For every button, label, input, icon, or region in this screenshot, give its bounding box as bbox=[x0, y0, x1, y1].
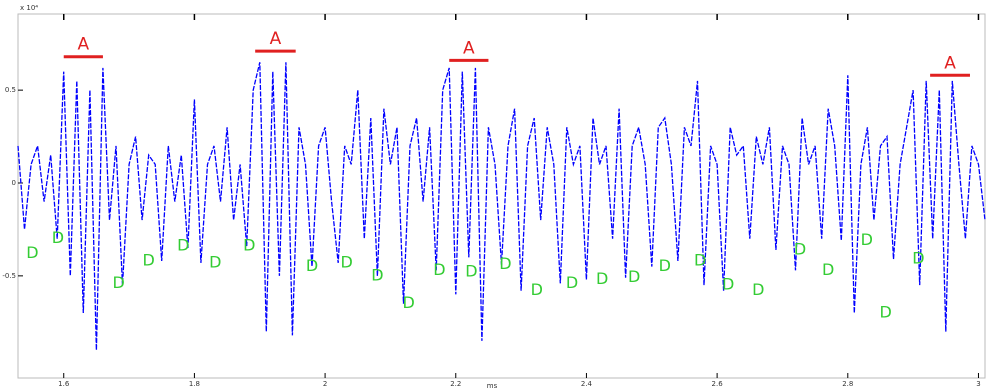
annotation-label: D bbox=[112, 273, 124, 292]
annotation-label: D bbox=[628, 267, 640, 286]
y-tick-label: -0.5 bbox=[2, 272, 16, 280]
x-tick-label: 2.4 bbox=[581, 380, 593, 388]
annotation-label: D bbox=[243, 236, 255, 255]
annotation-label: D bbox=[531, 280, 543, 299]
annotation-label: D bbox=[177, 236, 189, 255]
annotation-label: A bbox=[463, 38, 475, 58]
annotation-label: A bbox=[270, 29, 282, 49]
signal-line bbox=[17, 62, 986, 351]
plot-frame bbox=[17, 13, 986, 379]
annotation-label: D bbox=[52, 228, 64, 247]
x-axis-label: ms bbox=[487, 382, 498, 390]
annotation-label: D bbox=[659, 256, 671, 275]
annotation-label: D bbox=[433, 260, 445, 279]
annotation-label: D bbox=[465, 262, 477, 281]
x-tick-label: 1.6 bbox=[58, 380, 70, 388]
annotation-label: D bbox=[722, 275, 734, 294]
annotation-label: D bbox=[880, 303, 892, 322]
annotation-label: D bbox=[861, 230, 873, 249]
annotation-label: D bbox=[566, 273, 578, 292]
annotation-label: D bbox=[209, 252, 221, 271]
x-tick-label: 1.8 bbox=[189, 380, 200, 388]
annotation-label: D bbox=[822, 260, 834, 279]
annotation-label: D bbox=[26, 243, 38, 262]
annotation-label: D bbox=[912, 249, 924, 268]
annotation-label: D bbox=[403, 293, 415, 312]
annotation-label: D bbox=[306, 256, 318, 275]
annotation-label: D bbox=[694, 251, 706, 270]
y-tick-label: 0.5 bbox=[5, 86, 16, 94]
y-multiplier: x 10⁴ bbox=[20, 4, 38, 12]
x-tick-label: 3 bbox=[976, 380, 980, 388]
annotation-label: D bbox=[794, 239, 806, 258]
annotation-label: D bbox=[596, 269, 608, 288]
annotation-label: D bbox=[340, 252, 352, 271]
annotation-label: D bbox=[499, 254, 511, 273]
annotation-label: D bbox=[371, 265, 383, 284]
annotation-label: D bbox=[143, 251, 155, 270]
x-tick-label: 2.2 bbox=[450, 380, 461, 388]
x-tick-label: 2 bbox=[323, 380, 327, 388]
x-tick-label: 2.8 bbox=[842, 380, 853, 388]
annotation-label: A bbox=[78, 35, 90, 55]
annotation-label: A bbox=[944, 53, 956, 73]
annotation-label: D bbox=[752, 280, 764, 299]
y-tick-label: 0 bbox=[12, 179, 16, 187]
x-tick-label: 2.6 bbox=[712, 380, 724, 388]
